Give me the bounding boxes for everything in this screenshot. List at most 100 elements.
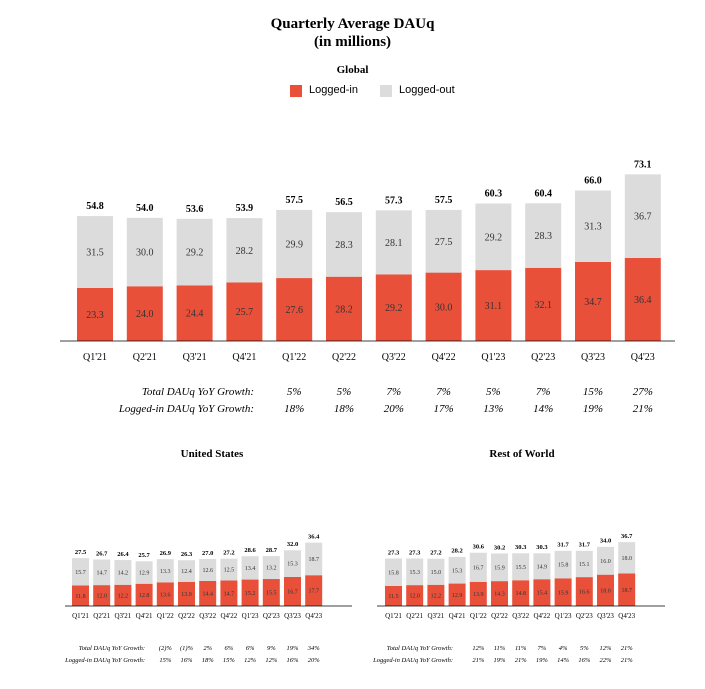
row-label-logged-in: 15.4 bbox=[537, 591, 548, 597]
row-bar-logged-in bbox=[554, 578, 572, 606]
global-category-label: Q4'21 bbox=[232, 352, 256, 363]
global-bar-logged-out bbox=[425, 209, 462, 273]
global-label-logged-in: 34.7 bbox=[584, 297, 602, 308]
us-label-logged-in: 15.5 bbox=[266, 591, 277, 597]
global-bar-logged-out bbox=[624, 174, 661, 259]
us-total-label: 26.3 bbox=[181, 551, 193, 558]
us-growth-value: 12% bbox=[244, 657, 257, 664]
row-growth-value: 7% bbox=[537, 645, 547, 652]
us-bar-logged-out bbox=[284, 550, 301, 577]
us-label-logged-in: 13.9 bbox=[181, 592, 192, 598]
us-growth-value: 34% bbox=[307, 645, 320, 652]
us-growth-row-label: Logged-in DAUq YoY Growth: bbox=[65, 657, 145, 664]
global-total-label: 60.3 bbox=[485, 189, 503, 200]
row-label-logged-in: 12.9 bbox=[452, 593, 463, 599]
us-bar-logged-out bbox=[93, 559, 111, 586]
row-growth-row-label: Total DAUq YoY Growth: bbox=[386, 645, 453, 652]
global-growth-value: 7% bbox=[436, 386, 451, 398]
row-label-logged-out: 14.9 bbox=[537, 564, 548, 570]
legend: Logged-in Logged-out bbox=[0, 83, 705, 101]
row-bar-logged-in bbox=[491, 581, 508, 606]
us-growth-value: 9% bbox=[266, 645, 276, 652]
global-total-label: 54.0 bbox=[136, 203, 154, 214]
us-bar-logged-in bbox=[178, 581, 195, 606]
us-bar-logged-in bbox=[284, 576, 301, 606]
us-category-label: Q3'22 bbox=[199, 612, 216, 620]
row-total-label: 27.3 bbox=[409, 549, 421, 556]
us-growth-value: (2)% bbox=[158, 645, 172, 652]
us-growth-value: (1)% bbox=[180, 645, 193, 652]
row-label-logged-out: 15.8 bbox=[558, 563, 569, 569]
global-category-label: Q2'21 bbox=[133, 352, 157, 363]
row-bar-logged-in bbox=[533, 579, 551, 606]
global-bar-logged-out bbox=[475, 203, 512, 271]
global-label-logged-out: 29.2 bbox=[186, 248, 204, 259]
global-label-logged-in: 28.2 bbox=[335, 304, 353, 315]
global-category-label: Q3'23 bbox=[581, 352, 605, 363]
us-label-logged-in: 14.7 bbox=[224, 591, 235, 597]
row-growth-value: 22% bbox=[599, 657, 612, 664]
us-label-logged-out: 13.4 bbox=[245, 566, 256, 572]
global-bar-logged-out bbox=[525, 203, 562, 268]
row-growth-value: 14% bbox=[557, 657, 570, 664]
us-bar-logged-out bbox=[114, 560, 132, 585]
us-bar-logged-in bbox=[220, 580, 238, 606]
us-total-label: 27.0 bbox=[202, 550, 213, 557]
global-total-label: 60.4 bbox=[534, 188, 552, 199]
row-growth-value: 16% bbox=[578, 657, 591, 664]
row-total-label: 31.7 bbox=[579, 542, 591, 549]
row-label-logged-out: 15.5 bbox=[515, 565, 526, 571]
global-label-logged-in: 23.3 bbox=[86, 310, 104, 321]
us-chart-title: United States bbox=[180, 448, 244, 460]
global-total-label: 57.3 bbox=[385, 195, 403, 206]
us-growth-value: 6% bbox=[224, 645, 234, 652]
row-growth-row-label: Logged-in DAUq YoY Growth: bbox=[373, 657, 453, 664]
row-category-label: Q1'21 bbox=[385, 612, 402, 620]
row-growth-value: 12% bbox=[599, 645, 612, 652]
row-label-logged-in: 13.9 bbox=[473, 592, 484, 598]
row-bar-logged-out bbox=[491, 553, 508, 582]
us-label-logged-out: 12.6 bbox=[202, 568, 213, 574]
row-growth-value: 21% bbox=[514, 657, 527, 664]
row-total-label: 34.0 bbox=[600, 538, 611, 545]
us-label-logged-in: 12.8 bbox=[139, 593, 150, 599]
row-category-label: Q3'23 bbox=[597, 612, 614, 620]
us-bar-logged-in bbox=[305, 575, 323, 606]
global-bar-logged-in bbox=[425, 272, 462, 341]
row-category-label: Q2'23 bbox=[576, 612, 593, 620]
global-bar-logged-out bbox=[77, 216, 113, 288]
us-bar-logged-in bbox=[72, 585, 89, 606]
row-bar-logged-in bbox=[512, 580, 530, 606]
global-label-logged-in: 32.1 bbox=[534, 300, 552, 311]
row-total-label: 36.7 bbox=[621, 533, 633, 540]
legend-logged-in-label: Logged-in bbox=[309, 84, 358, 96]
global-bar-logged-in bbox=[326, 276, 362, 341]
us-growth-value: 6% bbox=[245, 645, 255, 652]
row-bar-logged-out bbox=[618, 542, 636, 574]
global-category-label: Q1'21 bbox=[83, 352, 107, 363]
us-total-label: 25.7 bbox=[138, 552, 150, 559]
us-category-label: Q3'23 bbox=[284, 612, 301, 620]
row-growth-value: 21% bbox=[472, 657, 485, 664]
row-label-logged-out: 16.0 bbox=[600, 559, 611, 565]
row-total-label: 28.2 bbox=[451, 548, 462, 555]
us-bar-logged-out bbox=[241, 556, 259, 580]
global-label-logged-in: 27.6 bbox=[285, 305, 303, 316]
global-growth-value: 20% bbox=[383, 403, 404, 415]
row-growth-value: 5% bbox=[579, 645, 589, 652]
global-growth-value: 7% bbox=[386, 386, 402, 398]
row-bar-logged-in bbox=[427, 584, 445, 606]
us-label-logged-in: 16.7 bbox=[287, 590, 298, 596]
us-total-label: 36.4 bbox=[308, 533, 320, 540]
us-total-label: 32.0 bbox=[287, 541, 298, 548]
us-label-logged-out: 15.7 bbox=[75, 570, 86, 576]
us-total-label: 27.2 bbox=[223, 549, 234, 556]
global-bar-logged-in bbox=[77, 287, 113, 341]
us-category-label: Q2'21 bbox=[93, 612, 110, 620]
us-category-label: Q1'23 bbox=[242, 612, 259, 620]
global-label-logged-in: 36.4 bbox=[634, 295, 652, 306]
row-label-logged-in: 12.2 bbox=[431, 593, 442, 599]
us-bar-logged-in bbox=[241, 579, 259, 606]
us-label-logged-in: 11.8 bbox=[75, 594, 85, 600]
row-category-label: Q1'22 bbox=[470, 612, 487, 620]
